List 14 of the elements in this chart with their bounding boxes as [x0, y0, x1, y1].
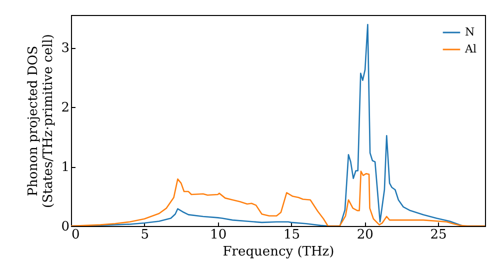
line-series [71, 170, 485, 226]
x-tick-label: 20 [356, 228, 374, 242]
x-axis-title: Frequency (THz) [222, 244, 334, 260]
legend-label: Al [464, 42, 477, 56]
x-tick-label: 10 [210, 228, 227, 242]
legend-label: N [465, 26, 475, 38]
x-tick-label: 0 [72, 228, 80, 242]
y-tick-label: 3 [61, 41, 70, 56]
y-tick-label: 1 [61, 160, 70, 176]
y-axis-title: Phonon projected DOS (States/THz·primitive cell) [26, 34, 56, 208]
x-tick-label: 15 [283, 228, 300, 242]
x-tick-label: 5 [140, 228, 150, 242]
x-tick-label: 25 [430, 228, 447, 242]
y-tick-label: 2 [61, 100, 70, 116]
